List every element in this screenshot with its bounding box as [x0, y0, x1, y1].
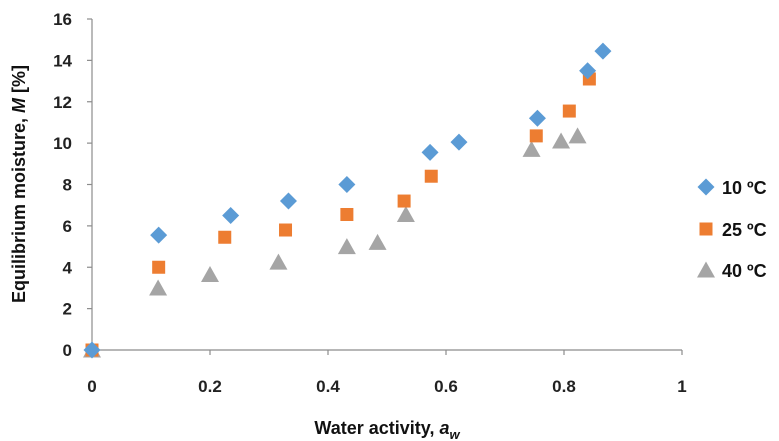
x-tick-label: 0.6	[434, 377, 458, 396]
data-point-diamond-10-c	[83, 341, 101, 359]
x-axis-title: Water activity, aw	[314, 418, 460, 441]
data-point-square-25-c	[562, 104, 576, 118]
data-point-diamond-10-c	[222, 207, 240, 225]
x-axis-ticks: 0 0.2 0.4 0.6 0.8 1	[87, 350, 687, 396]
data-point-triangle-40-c	[269, 253, 288, 270]
data-point-square-25-c	[340, 207, 354, 221]
data-point-diamond-10-c	[579, 62, 597, 80]
data-point-diamond-10-c	[421, 143, 439, 161]
data-point-square-25-c	[424, 169, 438, 183]
y-tick-label: 16	[53, 10, 72, 29]
data-point-triangle-40-c	[149, 279, 168, 296]
data-point-diamond-10-c	[338, 176, 356, 193]
y-tick-label: 6	[63, 217, 72, 236]
data-point-diamond-10-c	[279, 192, 297, 210]
legend: 10 ºC 25 ºC 40 ºC	[697, 178, 767, 281]
data-point-triangle-40-c	[522, 140, 541, 157]
legend-marker-diamond	[697, 178, 715, 196]
y-tick-label: 14	[53, 51, 72, 70]
y-tick-label: 10	[53, 134, 72, 153]
data-point-diamond-10-c	[150, 226, 168, 244]
data-point-diamond-10-c	[450, 133, 468, 151]
data-point-square-25-c	[529, 129, 543, 143]
x-tick-label: 0.4	[316, 377, 340, 396]
data-point-square-25-c	[218, 230, 232, 244]
data-point-square-25-c	[397, 194, 411, 208]
x-tick-label: 0.2	[198, 377, 222, 396]
x-tick-label: 1	[677, 377, 686, 396]
data-markers	[83, 42, 612, 359]
y-axis-ticks: 0 2 4 6 8 10 12 14 16	[53, 10, 92, 360]
x-tick-label: 0.8	[552, 377, 576, 396]
data-point-triangle-40-c	[552, 132, 571, 149]
y-axis-title: Equilibrium moisture, M [%]	[9, 65, 29, 303]
legend-label: 40 ºC	[722, 261, 767, 281]
data-point-triangle-40-c	[368, 233, 387, 250]
legend-marker-triangle	[697, 261, 715, 278]
x-tick-label: 0	[87, 377, 96, 396]
y-tick-label: 2	[63, 300, 72, 319]
legend-label: 25 ºC	[722, 220, 767, 240]
y-tick-label: 4	[63, 258, 73, 277]
data-point-diamond-10-c	[594, 42, 612, 60]
data-point-triangle-40-c	[568, 127, 587, 144]
y-tick-label: 12	[53, 93, 72, 112]
legend-label: 10 ºC	[722, 178, 767, 198]
data-point-square-25-c	[152, 260, 166, 274]
data-point-triangle-40-c	[201, 265, 219, 282]
data-point-triangle-40-c	[337, 238, 356, 255]
data-point-square-25-c	[279, 223, 293, 237]
data-point-diamond-10-c	[528, 109, 546, 127]
data-point-triangle-40-c	[396, 205, 415, 222]
y-tick-label: 8	[63, 176, 72, 195]
legend-marker-square	[699, 222, 713, 236]
y-tick-label: 0	[63, 341, 72, 360]
